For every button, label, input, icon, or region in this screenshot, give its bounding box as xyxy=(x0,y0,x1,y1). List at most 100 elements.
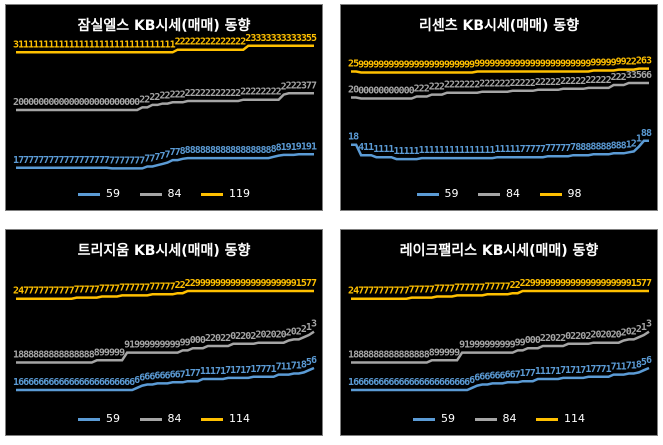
data-label: 1 xyxy=(109,39,115,50)
series-line-59 xyxy=(16,153,314,170)
data-label: 8 xyxy=(414,350,420,361)
data-label: 2 xyxy=(255,330,261,341)
data-label: 7 xyxy=(580,365,586,376)
data-label: 0 xyxy=(124,97,130,108)
data-label: 7 xyxy=(373,286,379,297)
data-label: 7 xyxy=(311,80,317,91)
data-label: 8 xyxy=(28,350,34,361)
data-label: 9 xyxy=(585,59,591,70)
data-label: 2 xyxy=(510,280,516,291)
data-label: 6 xyxy=(159,370,165,381)
data-label: 7 xyxy=(33,155,39,166)
data-label: 1 xyxy=(301,141,307,152)
data-label: 8 xyxy=(636,359,642,370)
data-label: 7 xyxy=(489,281,495,292)
data-label: 0 xyxy=(94,97,100,108)
data-label: 6 xyxy=(388,377,394,388)
data-label: 1 xyxy=(286,362,292,373)
data-label: 6 xyxy=(353,377,359,388)
legend-label: 84 xyxy=(167,187,182,200)
data-label: 7 xyxy=(144,154,150,165)
data-label: 0 xyxy=(358,86,364,97)
data-label: 7 xyxy=(646,278,652,289)
data-label: 1 xyxy=(383,144,389,155)
data-label: 6 xyxy=(48,377,54,388)
data-label: 9 xyxy=(525,59,531,70)
data-label: 9 xyxy=(454,60,460,71)
data-label: 2 xyxy=(616,72,622,83)
data-label: 2 xyxy=(180,89,186,100)
data-label: 2 xyxy=(195,88,201,99)
data-label: 3 xyxy=(281,33,287,44)
data-label: 6 xyxy=(58,377,64,388)
data-label: 9 xyxy=(424,60,430,71)
data-label: 1 xyxy=(348,377,354,388)
data-label: 2 xyxy=(215,37,221,48)
data-label: 7 xyxy=(58,155,64,166)
data-label: 7 xyxy=(255,364,261,375)
data-label: 2 xyxy=(600,330,606,341)
data-label: 1 xyxy=(271,364,277,375)
data-label: 6 xyxy=(69,377,75,388)
data-label: 7 xyxy=(550,143,556,154)
legend-swatch xyxy=(139,417,162,421)
data-label: 0 xyxy=(109,97,115,108)
data-label: 6 xyxy=(469,375,475,386)
data-label: 7 xyxy=(164,150,170,161)
data-label: 9 xyxy=(225,278,231,289)
data-label: 2 xyxy=(570,331,576,342)
data-label: 8 xyxy=(84,350,90,361)
data-label: 7 xyxy=(311,278,317,289)
data-label: 9 xyxy=(540,278,546,289)
data-label: 0 xyxy=(28,97,34,108)
data-label: 2 xyxy=(606,75,612,86)
data-label: 0 xyxy=(38,97,44,108)
data-label: 8 xyxy=(79,350,85,361)
data-label: 2 xyxy=(235,37,241,48)
data-label: 7 xyxy=(570,142,576,153)
data-label: 9 xyxy=(606,58,612,69)
data-label: 1 xyxy=(484,145,490,156)
series-line-84 xyxy=(16,330,315,364)
data-label: 7 xyxy=(525,144,531,155)
data-label: 7 xyxy=(414,285,420,296)
data-label: 2 xyxy=(286,80,292,91)
series-line-59 xyxy=(351,366,650,392)
data-label: 9 xyxy=(200,278,206,289)
data-label: 6 xyxy=(373,377,379,388)
data-label: 7 xyxy=(306,278,312,289)
data-label: 6 xyxy=(154,370,160,381)
data-label: 7 xyxy=(449,284,455,295)
legend-label: 59 xyxy=(106,187,120,200)
data-label: 8 xyxy=(255,145,261,156)
data-label: 2 xyxy=(13,286,19,297)
data-label: 0 xyxy=(595,330,601,341)
data-label: 2 xyxy=(240,37,246,48)
data-label: 1 xyxy=(520,368,526,379)
data-label: 8 xyxy=(58,350,64,361)
data-label: 9 xyxy=(590,58,596,69)
data-label: 3 xyxy=(311,319,317,330)
data-label: 1 xyxy=(89,39,95,50)
data-label: 7 xyxy=(124,282,130,293)
data-label: 7 xyxy=(565,143,571,154)
data-label: 1 xyxy=(535,366,541,377)
data-label: 1 xyxy=(28,39,34,50)
data-label: 6 xyxy=(311,355,317,366)
data-label: 2 xyxy=(235,88,241,99)
data-label: 2 xyxy=(560,333,566,344)
data-label: 8 xyxy=(43,350,49,361)
series-line-98 xyxy=(351,67,649,74)
data-label: 9 xyxy=(220,278,226,289)
data-label: 2 xyxy=(560,76,566,87)
data-label: 7 xyxy=(89,285,95,296)
data-label: 6 xyxy=(444,377,450,388)
data-label: 8 xyxy=(621,140,627,151)
data-label: 9 xyxy=(499,59,505,70)
data-label: 9 xyxy=(575,59,581,70)
data-label: 7 xyxy=(225,365,231,376)
data-label: 8 xyxy=(276,143,282,154)
data-label: 3 xyxy=(276,33,282,44)
